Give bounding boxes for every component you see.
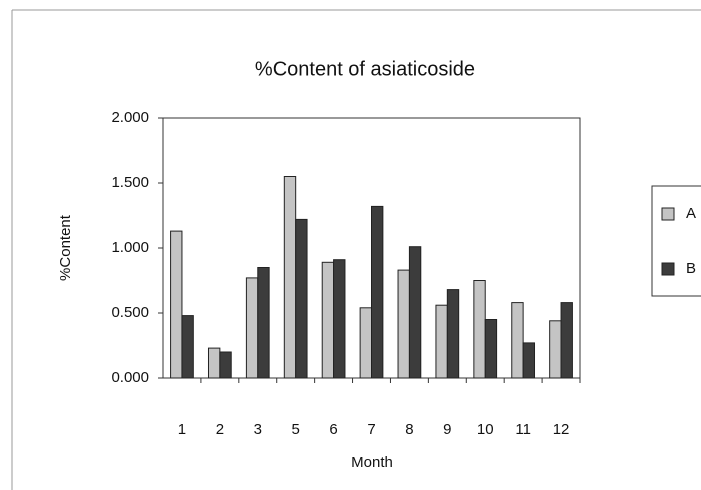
- x-tick-label: 6: [329, 421, 337, 438]
- x-tick-label: 5: [292, 421, 300, 438]
- bar: [321, 261, 335, 379]
- bar: [359, 307, 372, 379]
- x-tick-label: 9: [443, 421, 451, 438]
- y-axis-label: %Content: [57, 214, 74, 281]
- bar: [446, 289, 460, 379]
- bar: [207, 347, 221, 379]
- legend-swatch: [661, 262, 675, 276]
- y-tick-label: 0.500: [111, 304, 149, 321]
- legend-label: B: [686, 260, 696, 277]
- x-axis-label: Month: [351, 454, 393, 471]
- y-tick-label: 1.500: [111, 174, 149, 191]
- x-tick-label: 11: [515, 421, 531, 438]
- legend-label: A: [686, 205, 696, 222]
- bar: [397, 269, 410, 379]
- y-tick-label: 2.000: [111, 109, 149, 126]
- x-tick-label: 3: [254, 421, 262, 438]
- y-tick-label: 0.000: [111, 369, 149, 386]
- x-tick-label: 10: [477, 421, 494, 438]
- bar: [473, 280, 486, 379]
- legend-swatch: [661, 207, 675, 221]
- bar: [219, 351, 232, 379]
- bar: [408, 246, 422, 379]
- y-tick-label: 1.000: [111, 239, 149, 256]
- bar: [283, 176, 297, 379]
- x-tick-label: 12: [553, 421, 570, 438]
- bar: [511, 302, 524, 379]
- legend: [651, 185, 701, 297]
- x-tick-label: 8: [405, 421, 413, 438]
- chart-title: %Content of asiaticoside: [255, 58, 475, 80]
- bar: [170, 230, 183, 379]
- bar: [549, 320, 562, 379]
- bar: [522, 342, 536, 379]
- bar: [333, 259, 346, 379]
- bar: [257, 267, 270, 379]
- bar: [181, 315, 194, 379]
- x-tick-label: 2: [216, 421, 224, 438]
- bar: [435, 304, 448, 379]
- x-tick-label: 1: [178, 421, 186, 438]
- bar: [295, 218, 308, 379]
- bar: [560, 302, 573, 379]
- bar: [245, 277, 259, 379]
- x-tick-label: 7: [367, 421, 375, 438]
- bar: [371, 205, 384, 379]
- bar: [484, 319, 498, 379]
